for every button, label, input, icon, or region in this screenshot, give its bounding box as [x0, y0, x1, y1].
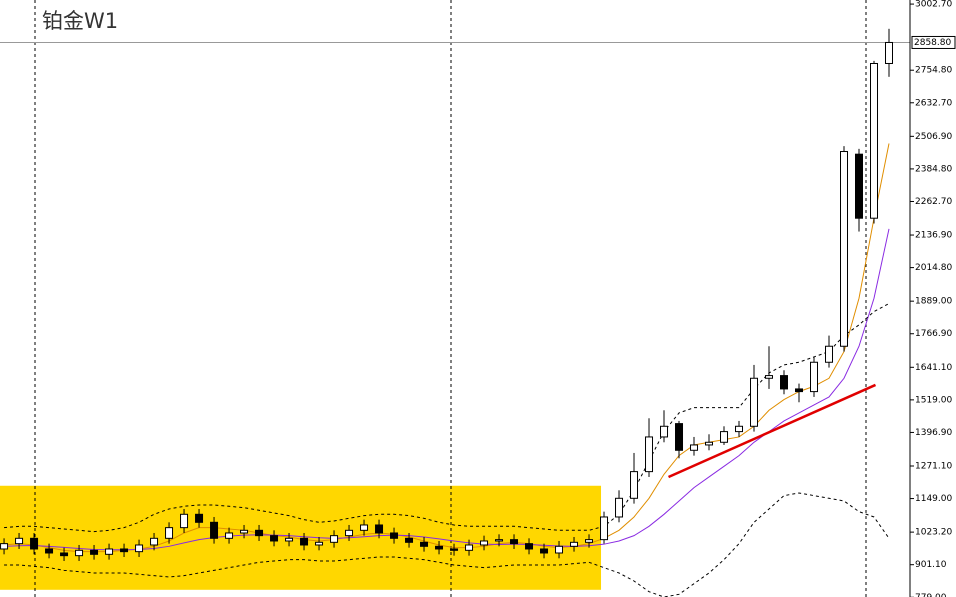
- y-tick-label: 1766.90: [915, 329, 952, 339]
- candle-body: [645, 436, 654, 473]
- candle-body: [270, 535, 279, 542]
- axis-layer: 3002.70 2754.80 2632.70 2506.90 2384.80 2262.…: [910, 0, 956, 597]
- candle-body: [435, 545, 444, 550]
- candle-body: [810, 361, 819, 393]
- candle-body: [540, 548, 549, 554]
- candle-body: [60, 552, 69, 557]
- candle-body: [780, 375, 789, 390]
- candle-body: [300, 537, 309, 546]
- candle-body: [870, 62, 879, 219]
- y-tick-label: 2384.80: [915, 164, 952, 174]
- candle-body: [345, 529, 354, 537]
- y-tick-label: 1519.00: [915, 395, 952, 405]
- trend-line: [668, 383, 877, 479]
- y-tick-label: 2506.90: [915, 132, 952, 142]
- candle-body: [615, 497, 624, 518]
- y-tick-label: 901.10: [915, 560, 947, 570]
- candle-body: [675, 423, 684, 451]
- y-tick-label: 1023.20: [915, 528, 952, 538]
- candle-body: [360, 524, 369, 531]
- candle-body: [840, 151, 849, 347]
- moving-average: [4, 228, 890, 551]
- candle-body: [15, 537, 24, 545]
- candle-body: [105, 548, 114, 555]
- candle-body: [825, 345, 834, 363]
- candle-body: [285, 537, 294, 542]
- candle-body: [150, 537, 159, 546]
- candle-body: [480, 540, 489, 546]
- candle-body: [465, 544, 474, 551]
- candle-body: [90, 549, 99, 555]
- candle-body: [795, 388, 804, 393]
- candle-body: [705, 441, 714, 446]
- candle-body: [720, 431, 729, 443]
- candle-body: [30, 537, 39, 550]
- candle-body: [210, 521, 219, 539]
- candle-body: [855, 153, 864, 219]
- y-tick-label: 1889.00: [915, 297, 952, 307]
- candle-body: [525, 543, 534, 550]
- candle-body: [390, 532, 399, 539]
- chart-title: 铂金W1: [42, 9, 118, 33]
- current-price-label: 2858.80: [914, 38, 951, 48]
- candle-body: [660, 425, 669, 438]
- candle-body: [135, 544, 144, 553]
- candle-body: [45, 548, 54, 554]
- candle-body: [510, 539, 519, 545]
- candle-body: [180, 513, 189, 529]
- current-price-box: [911, 35, 956, 49]
- candle-body: [555, 545, 564, 554]
- candle-body: [255, 529, 264, 537]
- candle-body: [240, 529, 249, 534]
- y-tick-label: 1396.90: [915, 428, 952, 438]
- candle-body: [600, 516, 609, 541]
- y-tick-label: 2754.80: [915, 66, 952, 76]
- y-tick-label: 1271.10: [915, 461, 952, 471]
- candle-body: [195, 513, 204, 523]
- candle-body: [570, 541, 579, 547]
- candle-body: [735, 425, 744, 433]
- candle-body: [690, 444, 699, 451]
- moving-average: [4, 143, 890, 553]
- candle-body: [0, 543, 9, 550]
- y-tick-label: 2136.90: [915, 231, 952, 241]
- candle-body: [885, 41, 894, 64]
- candle-body: [375, 524, 384, 534]
- candle-body: [585, 539, 594, 543]
- candle-body: [450, 548, 459, 551]
- candle-body: [750, 377, 759, 427]
- band-line: [4, 492, 890, 597]
- background-layer: [0, 485, 602, 590]
- candle-body: [315, 541, 324, 546]
- y-tick-label: 2014.80: [915, 263, 952, 273]
- candle-body: [405, 537, 414, 543]
- candle-body: [165, 527, 174, 539]
- candle-body: [225, 532, 234, 539]
- candle-body: [330, 535, 339, 543]
- candle-body: [420, 541, 429, 547]
- candle-body: [120, 548, 129, 553]
- candle-body: [765, 375, 774, 379]
- plot-layer: [0, 28, 910, 597]
- candle-body: [75, 549, 84, 557]
- candle-body: [630, 471, 639, 499]
- band-line: [4, 303, 890, 533]
- y-tick-label: 1641.10: [915, 363, 952, 373]
- y-tick-label: 3002.70: [915, 0, 952, 10]
- y-tick-label: 2632.70: [915, 98, 952, 108]
- y-tick-label: 2262.70: [915, 197, 952, 207]
- y-tick-label: 779.00: [915, 593, 947, 597]
- candle-body: [495, 539, 504, 542]
- highlight-zone: [0, 485, 602, 590]
- y-tick-label: 1149.00: [915, 494, 952, 504]
